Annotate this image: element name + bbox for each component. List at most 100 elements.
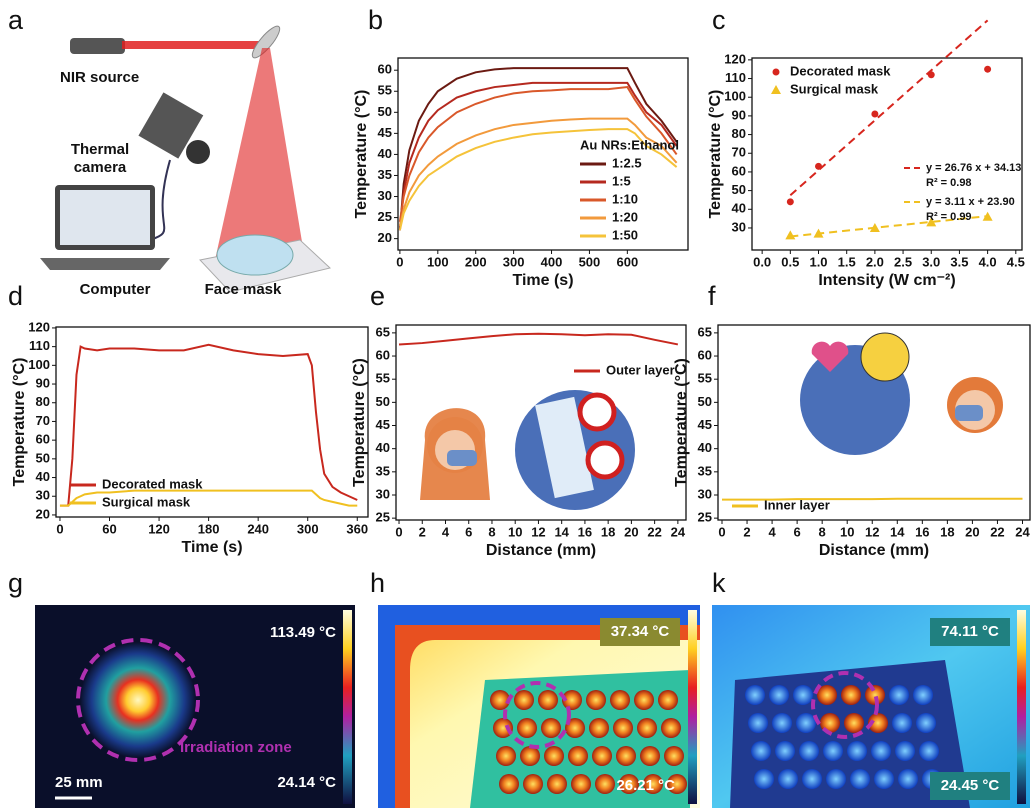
point	[785, 230, 795, 239]
well	[841, 685, 861, 705]
y-tick-label: 80	[36, 394, 50, 409]
legend-title: Au NRs:Ethanol	[580, 137, 679, 152]
well	[889, 685, 909, 705]
y-tick-label: 70	[732, 145, 746, 160]
well	[913, 685, 933, 705]
y-tick-label: 50	[732, 182, 746, 197]
mask	[447, 450, 477, 466]
x-tick-label: 12	[865, 524, 879, 539]
x-tick-label: 4	[768, 524, 776, 539]
y-tick-label: 80	[732, 126, 746, 141]
y-tick-label: 60	[378, 62, 392, 77]
line	[399, 334, 678, 345]
legend-label: 1:5	[612, 173, 631, 188]
legend-label: Inner layer	[764, 497, 830, 512]
colorbar	[343, 610, 352, 804]
x-tick-label: 20	[624, 524, 638, 539]
y-tick-label: 25	[378, 209, 392, 224]
y-tick-label: 45	[378, 125, 392, 140]
legend-label: Surgical mask	[790, 81, 879, 96]
x-tick-label: 360	[346, 521, 368, 536]
max-temp: 74.11 °C	[941, 623, 999, 640]
well	[823, 741, 843, 761]
laptop-base	[40, 258, 170, 270]
well	[661, 718, 681, 738]
legend-label: Surgical mask	[102, 494, 191, 509]
prohibition	[580, 395, 614, 429]
well	[640, 746, 660, 766]
y-tick-label: 90	[36, 375, 50, 390]
y-tick-label: 50	[378, 104, 392, 119]
panel-label: d	[8, 281, 23, 311]
well	[523, 774, 543, 794]
x-tick-label: 0.5	[781, 254, 799, 269]
x-tick-label: 60	[102, 521, 116, 536]
legend-label: 1:20	[612, 209, 638, 224]
well	[493, 718, 513, 738]
x-tick-label: 0	[395, 524, 402, 539]
x-axis-label: Intensity (W cm⁻²)	[818, 272, 955, 289]
laptop-display	[60, 190, 150, 245]
legend-label: Decorated mask	[790, 63, 891, 78]
mask	[217, 235, 293, 275]
x-tick-label: 0	[56, 521, 63, 536]
well	[898, 769, 918, 789]
thermal-h: h 37.34 °C 26.21 °C	[370, 568, 700, 808]
y-tick-label: 60	[732, 163, 746, 178]
well	[586, 690, 606, 710]
well	[775, 741, 795, 761]
y-tick-label: 70	[36, 413, 50, 428]
well	[871, 741, 891, 761]
x-tick-label: 600	[616, 254, 638, 269]
panel-label: e	[370, 281, 385, 311]
y-axis-label: Temperature (°C)	[353, 90, 370, 219]
y-axis-label: Temperature (°C)	[707, 90, 724, 219]
lens	[186, 140, 210, 164]
y-tick-label: 110	[725, 70, 746, 85]
y-tick-label: 35	[378, 167, 392, 182]
label: Thermal	[71, 141, 129, 158]
well	[544, 746, 564, 766]
x-tick-label: 16	[915, 524, 929, 539]
label: Computer	[80, 281, 151, 298]
y-tick-label: 40	[378, 146, 392, 161]
well	[592, 746, 612, 766]
y-tick-label: 120	[28, 319, 50, 334]
beam-cone	[215, 48, 305, 260]
y-tick-label: 60	[698, 347, 712, 362]
x-axis-label: Time (s)	[181, 539, 242, 556]
point	[984, 66, 991, 73]
x-tick-label: 120	[148, 521, 170, 536]
x-tick-label: 2	[419, 524, 426, 539]
well	[778, 769, 798, 789]
y-tick-label: 30	[698, 486, 712, 501]
x-tick-label: 300	[503, 254, 525, 269]
well	[637, 718, 657, 738]
y-tick-label: 30	[378, 188, 392, 203]
x-tick-label: 18	[940, 524, 954, 539]
panel-label: k	[712, 568, 726, 598]
x-tick-label: 20	[965, 524, 979, 539]
x-tick-label: 12	[531, 524, 545, 539]
annotation: Irradiation zone	[180, 739, 292, 756]
well	[844, 713, 864, 733]
x-tick-label: 2	[743, 524, 750, 539]
x-axis-label: Distance (mm)	[819, 542, 929, 559]
y-tick-label: 30	[376, 486, 390, 501]
y-tick-label: 30	[732, 219, 746, 234]
panel-label: a	[8, 5, 24, 35]
label: camera	[74, 159, 127, 176]
y-tick-label: 25	[376, 510, 390, 525]
legend-label: 1:2.5	[612, 155, 642, 170]
well	[541, 718, 561, 738]
well	[547, 774, 567, 794]
panel-label: f	[708, 281, 716, 311]
fit-equation: y = 3.11 x + 23.90	[926, 196, 1015, 208]
x-tick-label: 22	[647, 524, 661, 539]
y-tick-label: 110	[29, 338, 50, 353]
fit-equation: y = 26.76 x + 34.13	[926, 162, 1021, 174]
y-tick-label: 40	[698, 440, 712, 455]
x-tick-label: 1.0	[809, 254, 827, 269]
legend-marker	[773, 69, 780, 76]
x-tick-label: 500	[579, 254, 601, 269]
